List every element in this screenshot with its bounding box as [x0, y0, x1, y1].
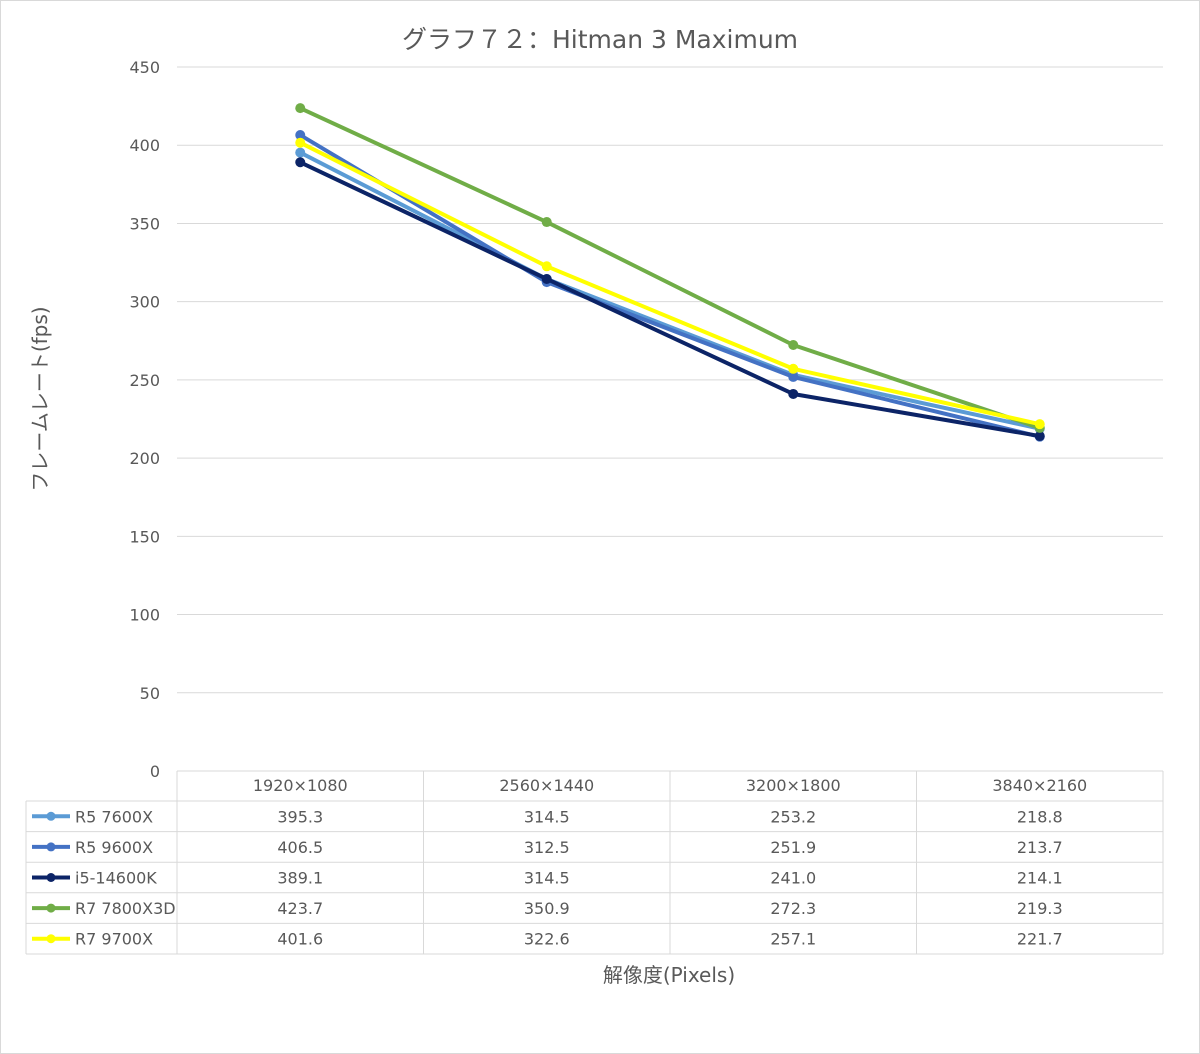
y-axis-ticks: 0 50 100 150 200 250 300 350 400 450 [129, 58, 160, 781]
legend-key-marker [46, 842, 56, 852]
series-line [299, 106, 1041, 430]
y-tick-label: 200 [129, 449, 160, 468]
table-cell-value: 322.6 [524, 930, 570, 949]
x-category-label: 3200×1800 [746, 776, 841, 795]
data-point [788, 363, 799, 374]
legend-series-name: R5 9600X [75, 838, 153, 857]
legend-key-marker [46, 934, 56, 944]
chart-title: グラフ７２：Hitman 3 Maximum [402, 25, 798, 54]
data-point [295, 103, 306, 114]
data-point [788, 371, 799, 382]
series-lines [295, 103, 1045, 442]
y-tick-label: 300 [129, 293, 160, 312]
x-axis-label: 解像度(Pixels) [603, 963, 735, 987]
series-line [299, 160, 1041, 439]
y-tick-label: 100 [129, 606, 160, 625]
table-cell-value: 257.1 [770, 930, 816, 949]
legend-key-marker [46, 811, 56, 821]
table-cell-value: 241.0 [770, 869, 816, 888]
legend-series-name: i5-14600K [75, 869, 157, 888]
series-line [299, 140, 1041, 427]
table-cell-value: 219.3 [1017, 899, 1063, 918]
data-point [295, 137, 306, 148]
table-cell-value: 401.6 [277, 930, 323, 949]
series-line [299, 150, 1041, 431]
table-cell-value: 406.5 [277, 838, 323, 857]
table-cell-value: 350.9 [524, 899, 570, 918]
series-i5-14600k [295, 157, 1045, 442]
series-r7-7800x3d [295, 103, 1045, 433]
table-cell-value: 423.7 [277, 899, 323, 918]
table-cell-value: 253.2 [770, 807, 816, 826]
data-point [1034, 431, 1045, 442]
series-r7-9700x [295, 137, 1045, 430]
data-point [788, 388, 799, 399]
table-cell-value: 218.8 [1017, 807, 1063, 826]
table-cell-value: 221.7 [1017, 930, 1063, 949]
series-r5-9600x [295, 130, 1045, 442]
y-tick-label: 150 [129, 527, 160, 546]
table-cell-value: 312.5 [524, 838, 570, 857]
table-cell-value: 213.7 [1017, 838, 1063, 857]
y-axis-label: フレームレート(fps) [28, 306, 52, 491]
data-point [541, 217, 552, 228]
data-point [295, 147, 306, 158]
data-point [1034, 419, 1045, 430]
gridlines [177, 66, 1163, 694]
table-cell-value: 395.3 [277, 807, 323, 826]
data-point [295, 130, 306, 141]
table-cell-value: 272.3 [770, 899, 816, 918]
x-category-label: 3840×2160 [992, 776, 1087, 795]
legend-key-marker [46, 873, 56, 882]
y-tick-label: 450 [129, 58, 160, 77]
data-point [788, 340, 799, 351]
table-cell-value: 314.5 [524, 807, 570, 826]
y-tick-label: 250 [129, 371, 160, 390]
table-cell-value: 251.9 [770, 838, 816, 857]
legend-series-name: R7 9700X [75, 930, 153, 949]
y-tick-label: 350 [129, 214, 160, 233]
x-category-label: 2560×1440 [499, 776, 594, 795]
y-tick-label: 50 [140, 684, 160, 703]
data-point [295, 157, 306, 168]
x-category-label: 1920×1080 [253, 776, 348, 795]
data-table: 1920×1080 2560×1440 3200×1800 3840×2160 R5 7… [25, 770, 1164, 955]
data-point [541, 261, 552, 272]
legend-key-marker [46, 903, 56, 913]
y-tick-label: 0 [150, 762, 160, 781]
table-cell-value: 314.5 [524, 869, 570, 888]
legend-series-name: R7 7800X3D [75, 899, 176, 918]
y-tick-label: 400 [129, 136, 160, 155]
legend-series-name: R5 7600X [75, 807, 153, 826]
data-point [541, 273, 552, 284]
series-line [299, 133, 1041, 439]
table-cell-value: 389.1 [277, 869, 323, 888]
table-cell-value: 214.1 [1017, 869, 1063, 888]
